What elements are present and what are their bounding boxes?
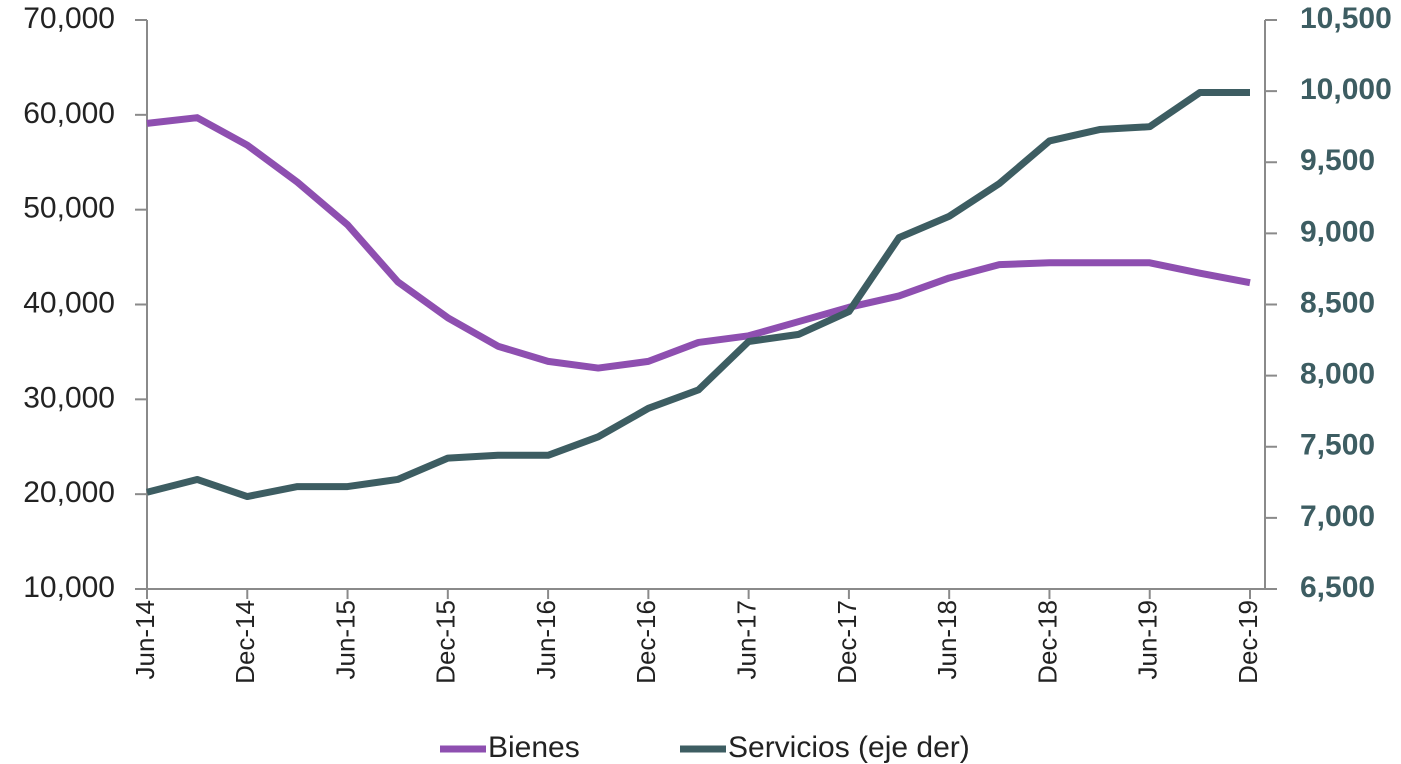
y2-tick-label: 9,000 [1300,215,1375,248]
legend-label: Servicios (eje der) [728,731,970,764]
y-tick-label: 50,000 [23,192,115,225]
x-tick-label: Jun-19 [1133,600,1163,680]
y-tick-label: 10,000 [23,571,115,604]
y-tick-label: 20,000 [23,476,115,509]
y2-tick-label: 8,000 [1300,358,1375,391]
x-tick-label: Dec-17 [832,600,862,684]
y2-tick-label: 10,500 [1300,2,1392,35]
y2-tick-label: 6,500 [1300,571,1375,604]
y-tick-label: 40,000 [23,286,115,319]
series-line [146,89,1250,501]
x-tick-label: Jun-18 [932,600,962,680]
x-tick-label: Dec-16 [631,600,661,684]
x-tick-label: Dec-14 [230,600,260,684]
x-tick-label: Jun-16 [531,600,561,680]
x-tick-label: Jun-17 [732,600,762,680]
legend-label: Bienes [488,731,580,764]
x-tick-label: Jun-15 [330,600,360,680]
y2-tick-label: 8,500 [1300,286,1375,319]
x-tick-label: Dec-19 [1233,600,1263,684]
y2-tick-label: 7,000 [1300,500,1375,533]
series-line [146,114,1251,372]
x-tick-label: Jun-14 [130,600,160,680]
y-tick-label: 30,000 [23,381,115,414]
x-tick-label: Dec-15 [431,600,461,684]
y2-tick-label: 7,500 [1300,429,1375,462]
y-tick-label: 60,000 [23,97,115,130]
y2-tick-label: 9,500 [1300,144,1375,177]
y2-tick-label: 10,000 [1300,73,1392,106]
y-tick-label: 70,000 [23,2,115,35]
x-tick-label: Dec-18 [1032,600,1062,684]
